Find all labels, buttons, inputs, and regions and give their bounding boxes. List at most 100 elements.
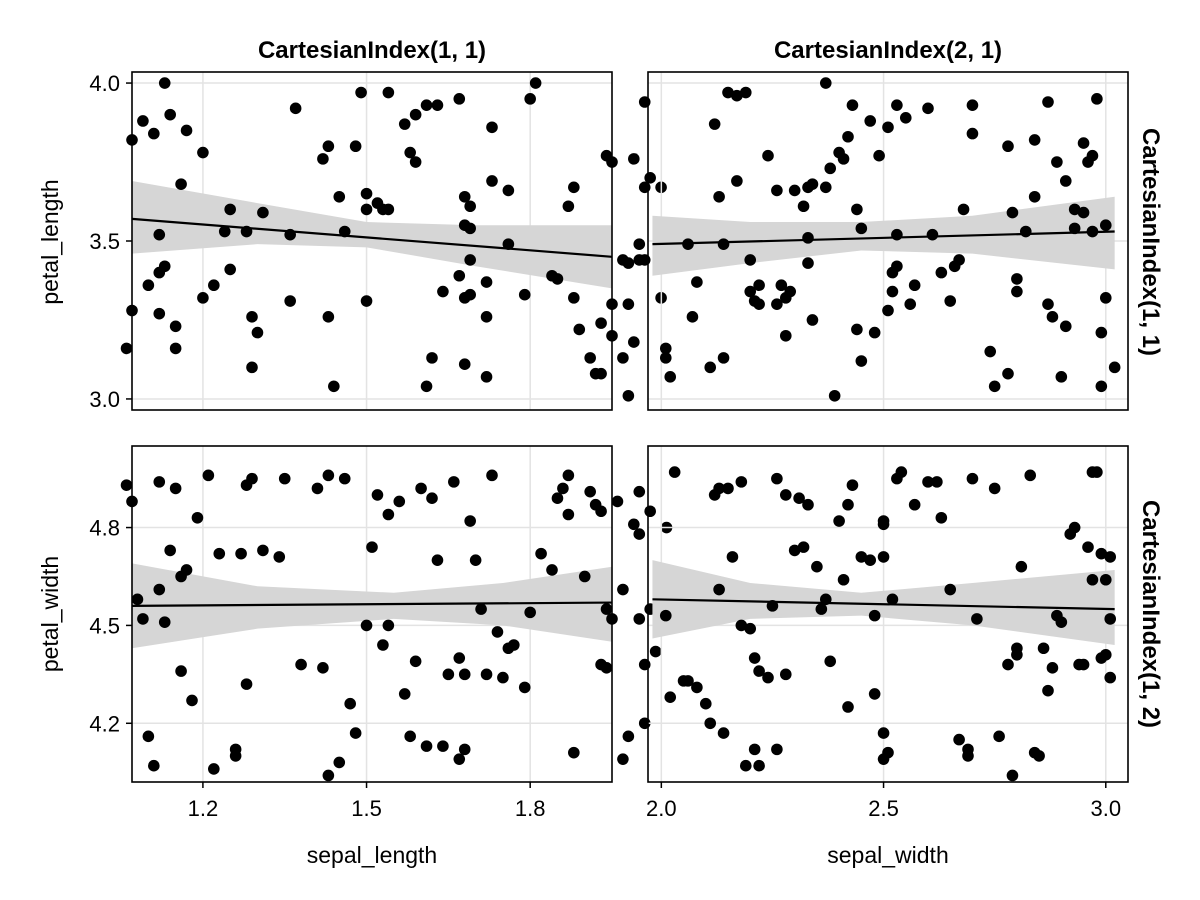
data-point <box>686 311 699 323</box>
data-point <box>899 112 912 124</box>
data-point <box>735 619 748 632</box>
data-point <box>704 361 717 374</box>
data-point <box>431 99 444 111</box>
panel-top-left: 3.0 3.5 4.0 <box>89 71 667 412</box>
data-point <box>1024 469 1037 482</box>
data-point <box>617 753 629 765</box>
data-point <box>842 498 854 511</box>
data-point <box>864 554 877 566</box>
data-point <box>235 547 247 560</box>
data-point <box>409 156 422 168</box>
data-point <box>502 238 515 250</box>
data-point <box>453 652 466 664</box>
data-point <box>480 276 493 288</box>
data-point <box>568 292 580 304</box>
data-point <box>349 727 362 739</box>
data-point <box>1059 320 1072 333</box>
data-point <box>868 609 881 622</box>
x-tick-label: 2.0 <box>646 796 677 821</box>
data-point <box>659 342 672 355</box>
data-point <box>1055 371 1068 383</box>
data-point <box>529 77 542 89</box>
data-point <box>904 298 917 310</box>
data-point <box>1011 285 1023 298</box>
data-point <box>1042 96 1054 108</box>
data-point <box>935 266 948 279</box>
data-point <box>180 564 193 576</box>
data-point <box>1011 273 1023 285</box>
data-point <box>518 288 531 301</box>
panel-frame <box>647 445 1129 783</box>
data-point <box>360 295 373 307</box>
data-point <box>753 298 765 310</box>
data-point <box>833 515 845 527</box>
data-point <box>953 254 965 266</box>
data-point <box>491 626 504 638</box>
data-point <box>295 658 307 671</box>
data-point <box>1059 175 1072 187</box>
data-point <box>744 285 757 298</box>
data-point <box>480 311 493 323</box>
data-point <box>748 652 761 664</box>
data-point <box>944 583 957 596</box>
data-point <box>722 482 734 495</box>
data-point <box>131 593 144 606</box>
panel-frame <box>131 445 613 783</box>
data-point <box>1099 219 1112 232</box>
data-point <box>464 254 476 266</box>
data-point <box>158 616 171 628</box>
data-point <box>497 671 509 684</box>
data-point <box>344 697 356 710</box>
x-tick-label: 1.2 <box>188 796 219 821</box>
data-point <box>333 190 346 203</box>
data-point <box>1068 222 1081 235</box>
data-point <box>748 743 761 756</box>
data-point <box>464 222 476 235</box>
data-point <box>802 498 814 511</box>
x-tick-label: 1.8 <box>515 796 546 821</box>
data-point <box>224 263 236 276</box>
data-point <box>617 352 629 364</box>
data-point <box>355 86 367 99</box>
data-point <box>578 570 591 583</box>
data-point <box>659 352 672 364</box>
data-point <box>622 298 635 310</box>
data-point <box>819 181 832 194</box>
data-point <box>722 86 734 99</box>
data-point <box>458 190 471 203</box>
data-point <box>846 479 859 491</box>
data-point <box>824 655 837 668</box>
data-point <box>169 482 182 495</box>
confidence-band <box>132 563 612 649</box>
data-point <box>208 279 220 292</box>
data-point <box>682 238 694 250</box>
data-point <box>731 89 743 102</box>
data-point <box>1086 225 1099 238</box>
y-tick-label: 4.0 <box>89 71 120 96</box>
data-point <box>464 515 476 527</box>
data-point <box>611 495 624 508</box>
data-point <box>731 175 743 187</box>
data-point <box>877 518 890 531</box>
data-point <box>771 298 783 310</box>
data-point <box>1095 380 1108 393</box>
data-point <box>877 727 890 739</box>
data-point <box>622 730 635 743</box>
data-point <box>962 750 974 762</box>
data-point <box>202 469 215 482</box>
data-point <box>257 206 269 219</box>
data-point <box>1068 203 1081 216</box>
data-point <box>169 342 182 355</box>
data-point <box>855 551 868 563</box>
data-point <box>502 184 515 197</box>
data-point <box>744 254 757 266</box>
data-point <box>1028 134 1041 146</box>
data-point <box>246 361 258 374</box>
data-point <box>922 476 934 488</box>
data-point <box>317 662 329 674</box>
data-point <box>806 314 819 326</box>
data-point <box>1099 648 1112 661</box>
data-point <box>1095 547 1108 560</box>
data-point <box>886 593 899 606</box>
data-point <box>797 200 810 213</box>
